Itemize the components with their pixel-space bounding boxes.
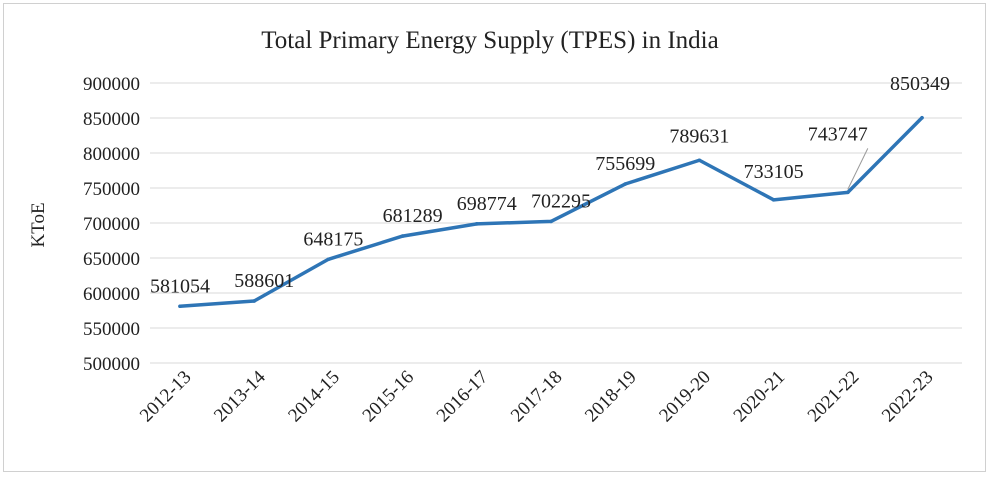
- y-tick-label: 900000: [83, 74, 140, 95]
- y-tick-label: 850000: [83, 109, 140, 130]
- x-tick-label: 2013-14: [210, 366, 270, 426]
- chart-title: Total Primary Energy Supply (TPES) in In…: [261, 27, 718, 54]
- data-point: [252, 299, 256, 303]
- data-labels: 581054 588601 648175 681289 698774 7022957556…: [150, 73, 950, 298]
- y-tick-label: 550000: [83, 319, 140, 340]
- data-point: [549, 219, 553, 224]
- y-axis-label: KToE: [28, 202, 49, 247]
- data-label: 588601: [234, 270, 294, 292]
- x-tick-label: 2021-22: [804, 367, 864, 427]
- data-label: 789631: [669, 125, 729, 147]
- data-label: 755699: [595, 153, 655, 175]
- data-point: [326, 257, 331, 262]
- data-point: [771, 198, 776, 202]
- x-tick-label: 2022-23: [878, 367, 938, 427]
- x-tick-label: 2018-19: [581, 367, 641, 427]
- data-label: 702295: [531, 190, 591, 212]
- y-axis-ticks: 500000 550000 600000 650000 700000 750000 8000…: [83, 74, 140, 375]
- chart-frame: [3, 3, 986, 472]
- data-point: [475, 222, 479, 226]
- y-tick-label: 500000: [83, 354, 140, 375]
- x-tick-label: 2017-18: [507, 367, 567, 427]
- x-tick-label: 2020-21: [730, 367, 790, 427]
- x-tick-label: 2015-16: [359, 367, 419, 427]
- data-point: [400, 234, 405, 238]
- data-point: [920, 115, 924, 120]
- x-tick-label: 2016-17: [433, 367, 493, 427]
- data-label: 743747: [808, 123, 868, 145]
- gridlines: [150, 82, 962, 364]
- x-tick-label: 2014-15: [284, 367, 344, 427]
- data-label: 850349: [890, 73, 950, 95]
- data-label: 648175: [303, 228, 363, 250]
- x-axis-ticks: 2012-13 2013-14 2014-15 2015-16 2016-17 2017-…: [136, 366, 938, 426]
- y-tick-label: 650000: [83, 249, 140, 270]
- data-label: 698774: [457, 193, 517, 215]
- y-tick-label: 800000: [83, 144, 140, 165]
- series-layer: [178, 115, 924, 309]
- data-label: 581054: [150, 275, 210, 297]
- y-tick-label: 750000: [83, 179, 140, 200]
- leader-line: [847, 148, 869, 190]
- data-label: 681289: [383, 205, 443, 227]
- data-point: [846, 190, 850, 195]
- data-label: 733105: [744, 161, 804, 183]
- y-tick-label: 600000: [83, 284, 140, 305]
- x-tick-label: 2012-13: [136, 367, 196, 427]
- data-point: [623, 182, 627, 186]
- data-point: [697, 158, 702, 163]
- data-point: [178, 304, 182, 309]
- x-tick-label: 2019-20: [655, 367, 715, 427]
- y-tick-label: 700000: [83, 214, 140, 235]
